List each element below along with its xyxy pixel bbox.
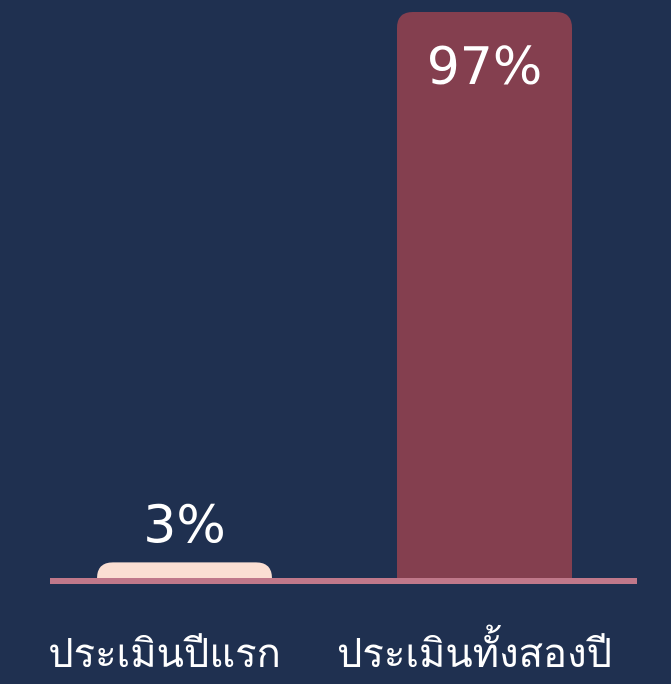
category-label: ประเมินทั้งสองปี	[337, 624, 612, 677]
baseline	[50, 578, 637, 584]
bar	[397, 12, 572, 580]
value-label: 3%	[143, 495, 226, 555]
bar	[97, 562, 272, 580]
category-label: ประเมินปีแรก	[48, 631, 281, 677]
value-label: 97%	[427, 37, 543, 97]
